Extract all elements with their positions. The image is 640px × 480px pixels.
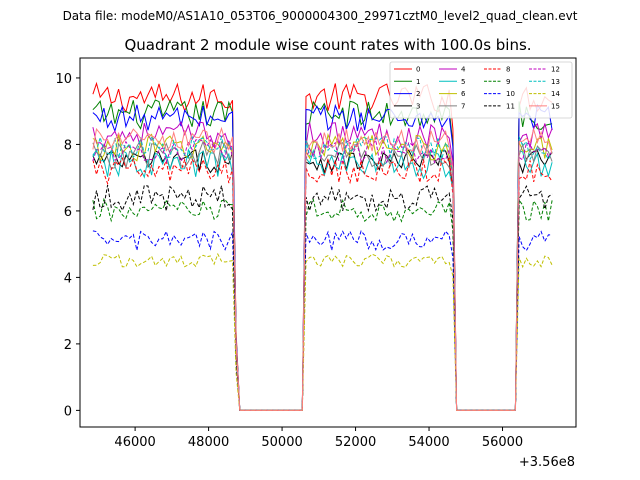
chart-title: Quadrant 2 module wise count rates with … <box>124 36 531 54</box>
x-tick-label: 54000 <box>408 435 449 450</box>
y-tick-label: 2 <box>64 338 72 353</box>
x-tick-label: 52000 <box>335 435 376 450</box>
series-lines <box>92 81 553 411</box>
legend-label-9: 9 <box>506 78 510 86</box>
legend-label-7: 7 <box>461 102 465 110</box>
legend-label-5: 5 <box>461 78 465 86</box>
legend-label-1: 1 <box>416 78 420 86</box>
y-axis: 0 2 4 6 8 10 <box>55 72 80 419</box>
legend-label-11: 11 <box>506 102 515 110</box>
legend-label-6: 6 <box>461 90 466 98</box>
plot-frame <box>79 57 577 428</box>
series-line-15 <box>92 126 553 411</box>
series-line-8 <box>92 156 553 411</box>
legend-frame <box>389 61 573 119</box>
legend-label-2: 2 <box>416 90 420 98</box>
x-offset-label: +3.56e8 <box>519 455 575 470</box>
legend-label-12: 12 <box>551 66 560 74</box>
legend-label-4: 4 <box>461 66 466 74</box>
x-tick-label: 56000 <box>482 435 523 450</box>
y-tick-label: 0 <box>64 404 72 419</box>
y-tick-label: 6 <box>64 205 72 220</box>
x-axis: 46000 48000 50000 52000 54000 56000 <box>114 427 523 450</box>
legend-label-15: 15 <box>551 102 560 110</box>
legend-label-8: 8 <box>506 66 510 74</box>
series-line-12 <box>92 138 553 411</box>
x-tick-label: 46000 <box>114 435 155 450</box>
x-tick-label: 48000 <box>188 435 229 450</box>
legend-label-14: 14 <box>551 90 560 98</box>
legend-label-13: 13 <box>551 78 560 86</box>
legend-label-3: 3 <box>416 102 420 110</box>
y-tick-label: 4 <box>64 271 72 286</box>
x-tick-label: 50000 <box>261 435 302 450</box>
legend-label-10: 10 <box>506 90 515 98</box>
y-tick-label: 10 <box>55 72 72 87</box>
y-tick-label: 8 <box>64 138 72 153</box>
legend-label-0: 0 <box>416 66 420 74</box>
figure-suptitle: Data file: modeM0/AS1A10_053T06_90000043… <box>63 9 578 23</box>
